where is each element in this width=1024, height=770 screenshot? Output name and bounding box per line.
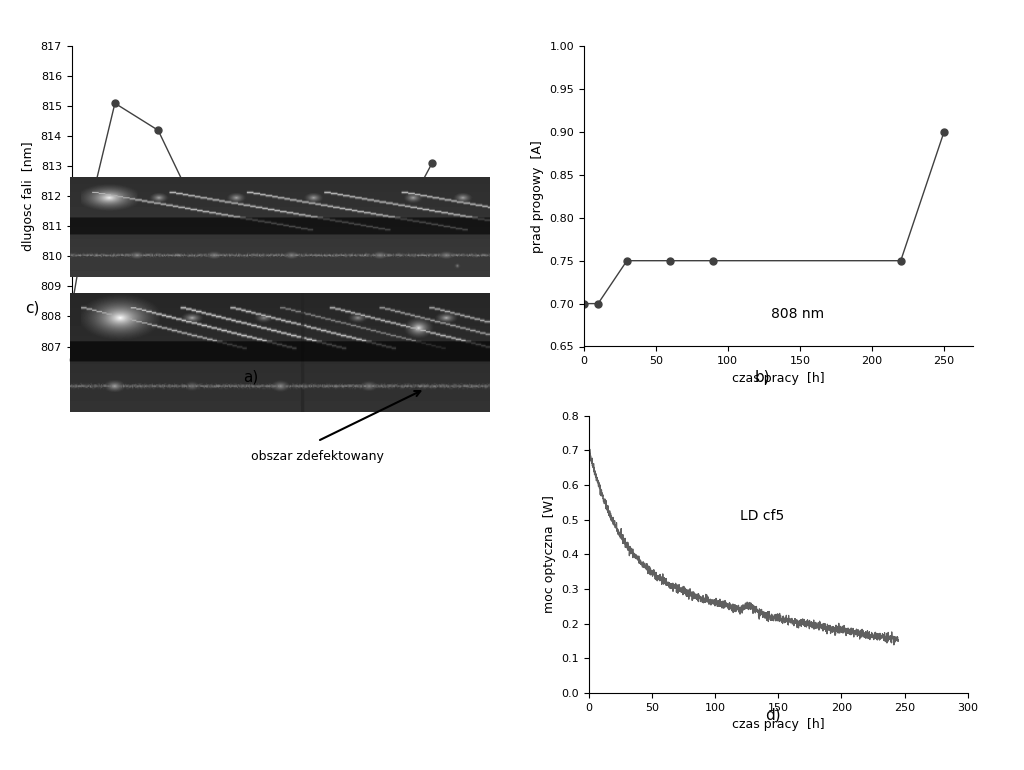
Y-axis label: dlugosc fali  [nm]: dlugosc fali [nm] (23, 142, 35, 251)
Text: b): b) (755, 369, 771, 384)
Text: a): a) (244, 369, 258, 384)
Y-axis label: moc optyczna  [W]: moc optyczna [W] (543, 495, 556, 614)
Text: c): c) (26, 300, 40, 316)
Text: 808 nm: 808 nm (158, 293, 211, 307)
Text: d): d) (765, 708, 781, 723)
Text: obszar zdefektowany: obszar zdefektowany (251, 450, 384, 464)
Text: LD cf5: LD cf5 (740, 509, 784, 523)
X-axis label: czas pracy  [h]: czas pracy [h] (220, 372, 312, 385)
X-axis label: czas pracy  [h]: czas pracy [h] (732, 718, 824, 732)
X-axis label: czas pracy  [h]: czas pracy [h] (732, 372, 824, 385)
Text: 808 nm: 808 nm (771, 307, 824, 321)
Y-axis label: prad progowy  [A]: prad progowy [A] (530, 140, 544, 253)
